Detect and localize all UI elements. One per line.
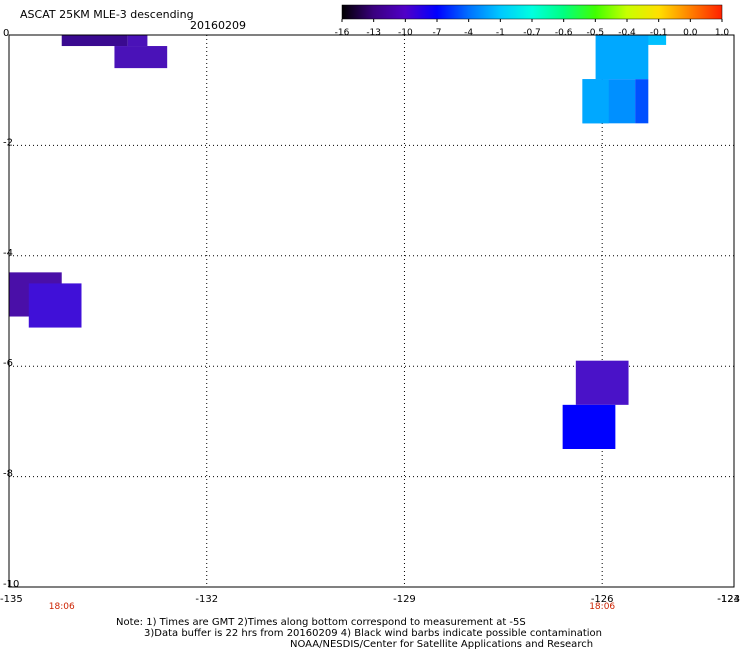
grid — [9, 35, 734, 587]
y-tick-label: -8 — [3, 469, 13, 480]
wind-cell — [635, 79, 649, 124]
x-tick-label: -132 — [195, 594, 218, 605]
footer-note-line-1: Note: 1) Times are GMT 2)Times along bot… — [116, 617, 526, 628]
footer-credit: NOAA/NESDIS/Center for Satellite Applica… — [290, 639, 593, 650]
colorbar-tick-label: 1.0 — [715, 28, 730, 38]
chart-date: 20160209 — [190, 19, 246, 32]
plot-frame — [8, 34, 735, 588]
colorbar-tick-label: -7 — [433, 28, 442, 38]
colorbar-tick-label: -0.7 — [523, 28, 541, 38]
y-tick-label: -10 — [3, 579, 19, 590]
y-tick-label: -2 — [3, 137, 13, 148]
colorbar-tick-label: -1 — [496, 28, 505, 38]
colorbar-tick-label: -0.1 — [650, 28, 668, 38]
colorbar-tick-label: -10 — [398, 28, 413, 38]
colorbar-tick-label: -0.4 — [618, 28, 636, 38]
wind-cell — [114, 46, 168, 69]
time-label: 18:06 — [49, 602, 75, 612]
data-cells — [9, 35, 667, 449]
wind-cell — [595, 35, 649, 80]
wind-cell — [562, 404, 616, 449]
y-tick-label: -4 — [3, 248, 13, 259]
y-tick-label: -6 — [3, 358, 13, 369]
colorbar-tick-label: -0.6 — [555, 28, 573, 38]
wind-cell — [28, 283, 82, 328]
x-tick-label: -129 — [393, 594, 416, 605]
chart-title: ASCAT 25KM MLE-3 descending — [20, 8, 194, 21]
x-tick-labels: -135 -132 -129 -126 -123-124 — [0, 594, 740, 605]
colorbar-tick-label: 0.0 — [683, 28, 698, 38]
wind-cell — [582, 79, 609, 124]
x-tick-label: -135 — [0, 594, 23, 605]
y-tick-labels: 0 -2 -4 -6 -8 -10 — [3, 28, 19, 590]
colorbar-tick-label: -4 — [464, 28, 473, 38]
footer-note-line-2: 3)Data buffer is 22 hrs from 20160209 4)… — [144, 628, 602, 639]
colorbar-tick-label: -16 — [335, 28, 350, 38]
colorbar-tick-label: -0.5 — [587, 28, 605, 38]
colorbar-bar — [341, 4, 723, 20]
wind-cell — [575, 360, 629, 405]
wind-cell — [127, 35, 148, 47]
x-tick-label: -126 — [591, 594, 614, 605]
x-tick-label: -123 — [717, 594, 740, 605]
wind-cell — [61, 35, 128, 47]
x-tick-label: -124 — [717, 594, 740, 605]
colorbar: -16 -13 -10 -7 -4 -1 -0.7 -0.6 -0.5 -0.4 -0.1 0.0 1.… — [335, 4, 730, 38]
colorbar-tick-label: -13 — [366, 28, 381, 38]
time-label: 18:06 — [589, 602, 615, 612]
y-tick-label: 0 — [3, 28, 9, 39]
time-labels: 18:06 18:06 — [49, 602, 616, 612]
